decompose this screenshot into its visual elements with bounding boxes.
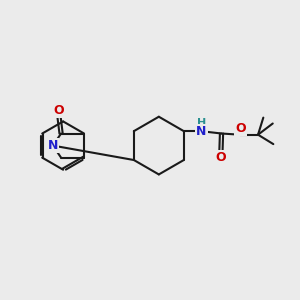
Text: O: O <box>216 151 226 164</box>
Text: N: N <box>48 139 58 152</box>
Text: N: N <box>196 125 207 138</box>
Text: O: O <box>53 104 64 117</box>
Text: H: H <box>197 118 207 128</box>
Text: O: O <box>235 122 246 135</box>
